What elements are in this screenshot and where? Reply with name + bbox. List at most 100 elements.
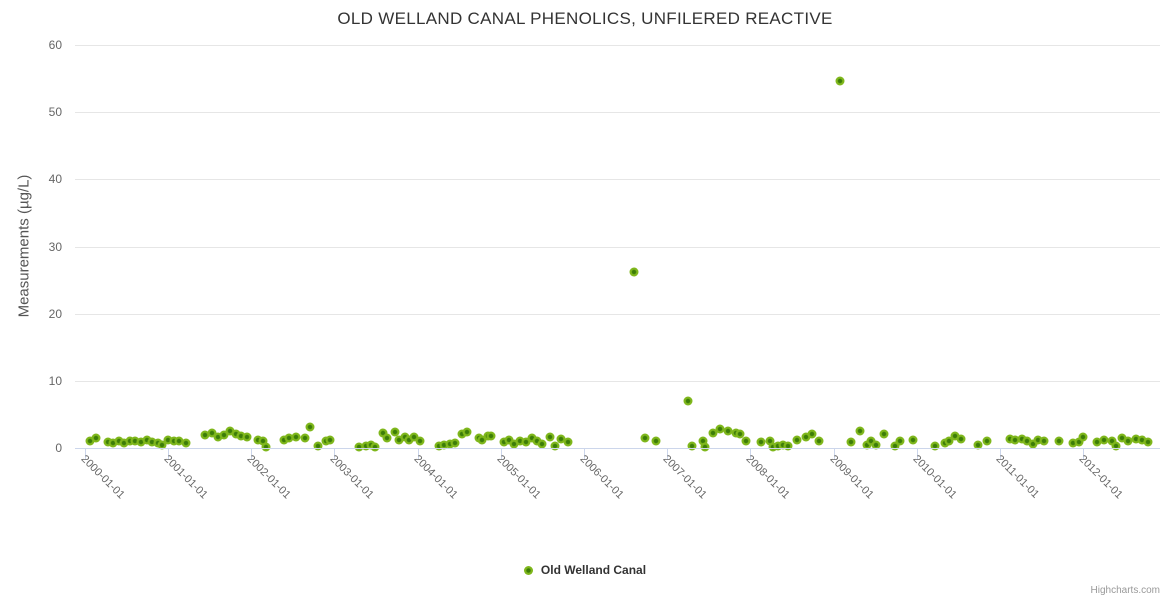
- data-point[interactable]: [1022, 436, 1032, 446]
- data-point[interactable]: [550, 441, 560, 451]
- data-point[interactable]: [305, 422, 314, 432]
- legend-item-old-welland-canal[interactable]: Old Welland Canal: [523, 563, 646, 577]
- data-point[interactable]: [169, 436, 179, 446]
- data-point[interactable]: [723, 426, 733, 436]
- data-point[interactable]: [1017, 434, 1027, 444]
- data-point[interactable]: [415, 436, 425, 446]
- data-point[interactable]: [181, 438, 191, 448]
- data-point[interactable]: [125, 436, 135, 446]
- data-point[interactable]: [509, 439, 519, 449]
- data-point[interactable]: [130, 436, 140, 446]
- data-point[interactable]: [1107, 436, 1117, 446]
- data-point[interactable]: [735, 429, 745, 439]
- data-point[interactable]: [1033, 435, 1043, 445]
- data-point[interactable]: [1074, 437, 1084, 447]
- data-point[interactable]: [219, 430, 229, 440]
- data-point[interactable]: [486, 431, 496, 441]
- data-point[interactable]: [157, 440, 167, 450]
- data-point[interactable]: [944, 436, 954, 446]
- data-point[interactable]: [284, 433, 294, 443]
- data-point[interactable]: [400, 432, 410, 442]
- data-point[interactable]: [462, 427, 472, 437]
- data-point[interactable]: [515, 436, 525, 446]
- data-point[interactable]: [499, 437, 509, 447]
- data-point[interactable]: [908, 435, 918, 445]
- data-point[interactable]: [940, 438, 950, 448]
- data-point[interactable]: [103, 437, 113, 447]
- data-point[interactable]: [807, 429, 817, 439]
- data-point[interactable]: [814, 436, 824, 446]
- data-point[interactable]: [532, 436, 542, 446]
- data-point[interactable]: [708, 428, 717, 438]
- data-point[interactable]: [394, 435, 404, 445]
- data-point[interactable]: [300, 433, 310, 443]
- data-point[interactable]: [1111, 441, 1120, 451]
- data-point[interactable]: [236, 431, 246, 441]
- data-point[interactable]: [563, 437, 573, 447]
- data-point[interactable]: [879, 429, 889, 439]
- data-point[interactable]: [382, 433, 392, 443]
- data-point[interactable]: [1143, 437, 1153, 447]
- data-point[interactable]: [457, 429, 467, 439]
- data-point[interactable]: [477, 435, 487, 445]
- data-point[interactable]: [174, 436, 184, 446]
- data-point[interactable]: [715, 424, 725, 434]
- data-point[interactable]: [629, 267, 639, 277]
- data-point[interactable]: [773, 441, 783, 451]
- data-point[interactable]: [242, 432, 252, 442]
- data-point[interactable]: [434, 441, 444, 451]
- data-point[interactable]: [147, 437, 157, 447]
- data-point[interactable]: [683, 396, 693, 406]
- data-point[interactable]: [1131, 434, 1141, 444]
- data-point[interactable]: [1039, 436, 1049, 446]
- data-point[interactable]: [545, 432, 555, 442]
- data-point[interactable]: [253, 435, 263, 445]
- data-point[interactable]: [136, 437, 146, 447]
- data-point[interactable]: [390, 427, 400, 437]
- data-point[interactable]: [698, 436, 708, 446]
- data-point[interactable]: [687, 441, 697, 451]
- data-point[interactable]: [890, 441, 900, 451]
- data-point[interactable]: [871, 440, 881, 450]
- data-point[interactable]: [768, 442, 778, 452]
- data-point[interactable]: [1005, 434, 1015, 444]
- data-point[interactable]: [1078, 432, 1088, 442]
- data-point[interactable]: [361, 441, 371, 451]
- data-point[interactable]: [1092, 437, 1102, 447]
- data-point[interactable]: [163, 435, 173, 445]
- data-point[interactable]: [792, 435, 802, 445]
- data-point[interactable]: [700, 442, 710, 452]
- data-point[interactable]: [956, 434, 966, 444]
- data-point[interactable]: [765, 436, 775, 446]
- data-point[interactable]: [778, 440, 788, 450]
- data-point[interactable]: [207, 428, 217, 438]
- data-point[interactable]: [1054, 436, 1064, 446]
- data-point[interactable]: [504, 435, 514, 445]
- data-point[interactable]: [85, 436, 95, 446]
- data-point[interactable]: [119, 438, 129, 448]
- data-point[interactable]: [439, 440, 449, 450]
- data-point[interactable]: [783, 441, 793, 451]
- data-point[interactable]: [114, 436, 124, 446]
- data-point[interactable]: [640, 433, 649, 443]
- data-point[interactable]: [409, 432, 419, 442]
- data-point[interactable]: [313, 441, 323, 451]
- data-point[interactable]: [445, 439, 455, 449]
- data-point[interactable]: [1028, 439, 1038, 449]
- data-point[interactable]: [982, 436, 992, 446]
- data-point[interactable]: [835, 76, 845, 86]
- data-point[interactable]: [213, 432, 223, 442]
- credits-link[interactable]: Highcharts.com: [1090, 585, 1160, 596]
- data-point[interactable]: [200, 430, 210, 440]
- data-point[interactable]: [1137, 435, 1147, 445]
- data-point[interactable]: [354, 442, 364, 452]
- data-point[interactable]: [279, 435, 289, 445]
- data-point[interactable]: [973, 440, 983, 450]
- data-point[interactable]: [142, 435, 152, 445]
- data-point[interactable]: [756, 437, 766, 447]
- data-point[interactable]: [91, 433, 101, 443]
- data-point[interactable]: [846, 437, 856, 447]
- data-point[interactable]: [521, 437, 531, 447]
- data-point[interactable]: [1068, 438, 1078, 448]
- data-point[interactable]: [108, 438, 118, 448]
